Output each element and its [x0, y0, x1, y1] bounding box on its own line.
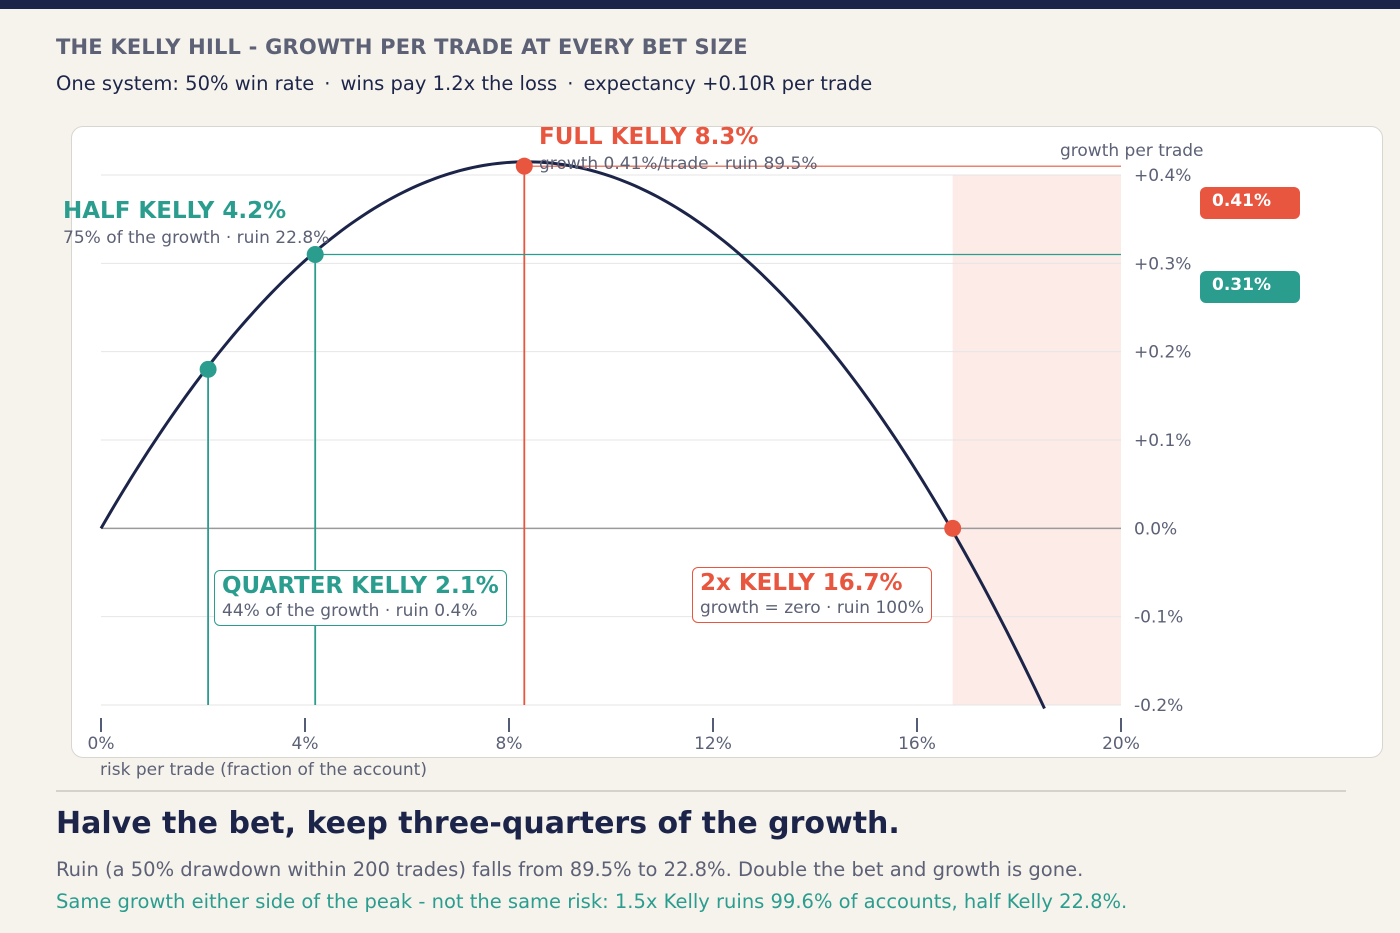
half-kelly-title: HALF KELLY 4.2%: [63, 198, 287, 224]
subtitle-payoff: wins pay 1.2x the loss: [340, 72, 558, 95]
top-accent-bar: [0, 0, 1400, 9]
y-axis-title: growth per trade: [1060, 141, 1204, 161]
half-kelly-point: [306, 246, 324, 263]
quarter-kelly-title: QUARTER KELLY 2.1%: [222, 573, 499, 599]
footer-divider: [56, 790, 1346, 792]
chart-title: THE KELLY HILL - GROWTH PER TRADE AT EVE…: [56, 35, 748, 59]
subtitle-expectancy: expectancy +0.10R per trade: [583, 72, 873, 95]
annotation-quarter-kelly: QUARTER KELLY 2.1% 44% of the growth · r…: [214, 570, 507, 626]
subtitle-win-rate: One system: 50% win rate: [56, 72, 315, 95]
full-kelly-point: [515, 157, 533, 175]
y-tick-label: +0.2%: [1134, 343, 1191, 363]
chart-subtitle: One system: 50% win rate · wins pay 1.2x t…: [56, 72, 872, 95]
double-kelly-detail: growth = zero · ruin 100%: [700, 598, 925, 618]
x-axis-title: risk per trade (fraction of the account): [100, 760, 427, 780]
x-tick-label: 16%: [898, 734, 936, 754]
x-tick-label: 8%: [496, 734, 523, 754]
annotation-half-kelly: HALF KELLY 4.2% 75% of the growth · ruin…: [63, 198, 329, 248]
quarter-kelly-detail: 44% of the growth · ruin 0.4%: [222, 601, 478, 621]
x-tick-label: 4%: [292, 734, 319, 754]
y-tick-label: -0.1%: [1134, 608, 1183, 628]
y-tick-label: 0.0%: [1134, 519, 1177, 539]
y-tick-label: +0.4%: [1134, 166, 1191, 186]
double-kelly-title: 2x KELLY 16.7%: [700, 570, 903, 596]
footer-note-risk: Same growth either side of the peak - no…: [56, 890, 1128, 913]
annotation-full-kelly: FULL KELLY 8.3% growth 0.41%/trade · rui…: [539, 124, 818, 174]
x-tick-label: 12%: [694, 734, 732, 754]
footer-note-ruin: Ruin (a 50% drawdown within 200 trades) …: [56, 858, 1084, 881]
double-kelly-point: [944, 519, 962, 537]
x-tick-label: 20%: [1102, 734, 1140, 754]
annotation-2x-kelly: 2x KELLY 16.7% growth = zero · ruin 100%: [692, 567, 933, 623]
y-tick-label: +0.3%: [1134, 254, 1191, 274]
full-kelly-title: FULL KELLY 8.3%: [539, 124, 759, 150]
quarter-kelly-point: [199, 360, 217, 378]
subtitle-separator: ·: [324, 72, 331, 95]
y-tick-label: +0.1%: [1134, 431, 1191, 451]
badge-full-kelly-growth: 0.41%: [1200, 187, 1300, 219]
subtitle-separator: ·: [567, 72, 574, 95]
full-kelly-detail: growth 0.41%/trade · ruin 89.5%: [539, 154, 818, 174]
growth-curve: [99, 160, 1046, 710]
footer-headline: Halve the bet, keep three-quarters of th…: [56, 806, 900, 841]
badge-half-kelly-growth: 0.31%: [1200, 271, 1300, 303]
chart-panel: [71, 126, 1383, 758]
half-kelly-detail: 75% of the growth · ruin 22.8%: [63, 228, 330, 248]
y-tick-label: -0.2%: [1134, 696, 1183, 716]
x-tick-label: 0%: [88, 734, 115, 754]
